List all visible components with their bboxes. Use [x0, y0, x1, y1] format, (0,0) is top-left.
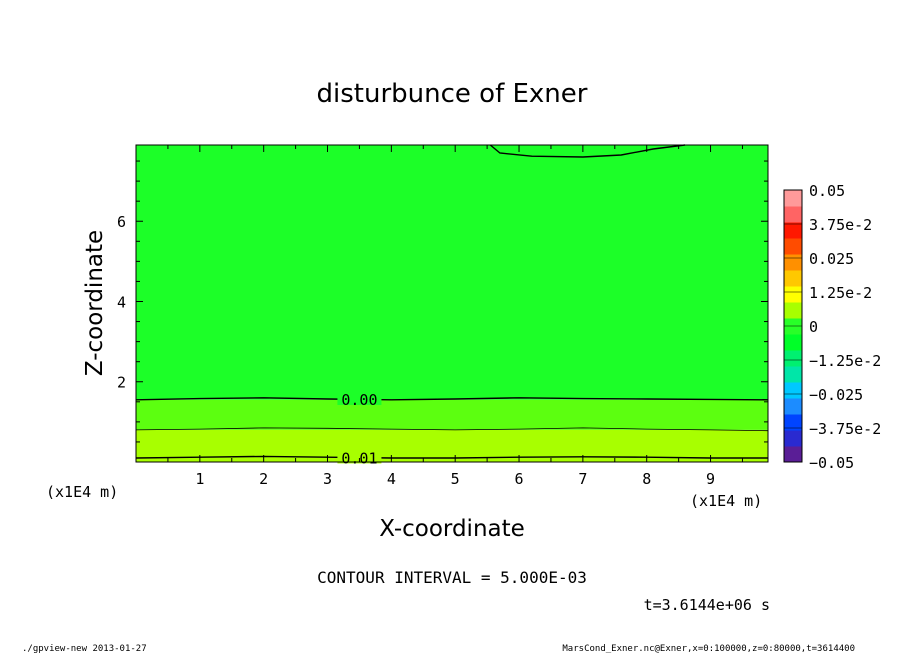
colorbar-tick-label: 3.75e-2 — [809, 216, 872, 234]
y-tick-label: 6 — [117, 213, 126, 231]
x-axis-label: X-coordinate — [379, 516, 525, 542]
contour-line-3 — [489, 144, 686, 158]
x-tick-label: 7 — [578, 470, 587, 488]
time-label: t=3.6144e+06 s — [644, 596, 770, 614]
x-tick-label: 9 — [706, 470, 715, 488]
plot-area — [136, 145, 768, 462]
footer-right: MarsCond_Exner.nc@Exner,x=0:100000,z=0:8… — [562, 644, 855, 654]
contour-interval: CONTOUR INTERVAL = 5.000E-03 — [317, 568, 587, 587]
colorbar-tick-label: 0 — [809, 318, 818, 336]
colorbar-segment — [784, 190, 802, 207]
fill-band-2 — [136, 145, 768, 400]
colorbar-tick-label: 0.05 — [809, 182, 845, 200]
y-axis-ticks: 2 4 6 — [117, 160, 768, 443]
x-tick-label: 2 — [259, 470, 268, 488]
colorbar-segment — [784, 222, 802, 239]
colorbar-segment — [784, 302, 802, 319]
colorbar-segment — [784, 430, 802, 447]
y-tick-label: 4 — [117, 293, 126, 311]
x-axis-ticks: 1 2 3 4 5 6 7 8 9 — [167, 145, 743, 488]
colorbar-segment — [784, 366, 802, 383]
colorbar-segment — [784, 206, 802, 223]
chart-title: disturbunce of Exner — [317, 79, 588, 109]
colorbar-segment — [784, 398, 802, 415]
colorbar-segment — [784, 254, 802, 271]
x-tick-label: 6 — [515, 470, 524, 488]
plot-frame — [135, 144, 769, 463]
contour-line-1 — [135, 427, 769, 432]
y-tick-label: 2 — [117, 374, 126, 392]
colorbar-segment — [784, 350, 802, 367]
y-unit-label: (x1E4 m) — [46, 483, 118, 501]
colorbar-tick-label: −0.05 — [809, 454, 854, 472]
x-unit-label: (x1E4 m) — [690, 492, 762, 510]
colorbar-tick-label: −0.025 — [809, 386, 863, 404]
contour-label-bg-0 — [337, 390, 382, 405]
x-tick-label: 1 — [195, 470, 204, 488]
colorbar-tick-label: −1.25e-2 — [809, 352, 881, 370]
colorbar: 0.05 3.75e-2 0.025 1.25e-2 0 −1.25e-2 −0.025 −3… — [783, 182, 881, 472]
y-axis-label: Z-coordinate — [82, 230, 108, 376]
colorbar-segment — [784, 238, 802, 255]
x-tick-label: 5 — [451, 470, 460, 488]
contour-line-0 — [135, 397, 769, 401]
x-tick-label: 8 — [642, 470, 651, 488]
colorbar-segment — [784, 446, 802, 463]
colorbar-tick-label: 1.25e-2 — [809, 284, 872, 302]
colorbar-segment — [784, 286, 802, 303]
x-tick-label: 4 — [387, 470, 396, 488]
colorbar-tick-label: −3.75e-2 — [809, 420, 881, 438]
colorbar-tick-label: 0.025 — [809, 250, 854, 268]
colorbar-segment — [784, 382, 802, 399]
contour-label-bg-2 — [337, 449, 382, 464]
colorbar-segment — [784, 270, 802, 287]
fill-band-1 — [136, 399, 768, 430]
colorbar-segment — [784, 414, 802, 431]
contour-label-0: 0.00 — [341, 391, 377, 409]
footer-left: ./gpview-new 2013-01-27 — [22, 644, 147, 654]
x-tick-label: 3 — [323, 470, 332, 488]
colorbar-segment — [784, 334, 802, 351]
